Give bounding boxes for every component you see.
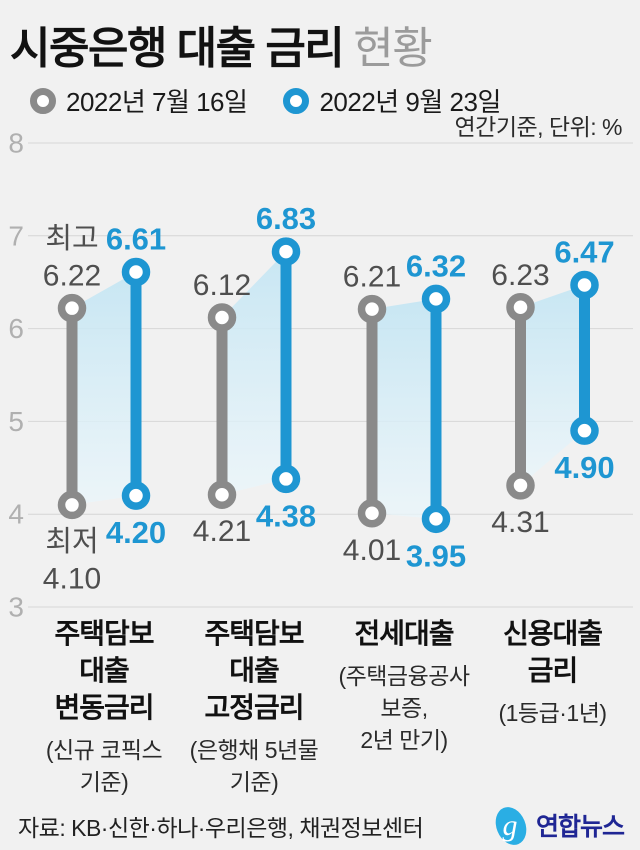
endpoint-ring [207,303,237,332]
endpoint-ring [506,471,535,500]
endpoint-ring [421,284,451,314]
category-note: (은행채 5년물 기준) [189,737,319,795]
category-note: (신규 코픽스 기준) [45,737,163,795]
category-column-0: 주택담보 대출 변동금리 (신규 코픽스 기준) [19,615,189,798]
value-sep23-low-2: 3.95 [406,538,466,573]
category-column-3: 신용대출 금리 (1등급·1년) [468,615,638,729]
range-band-2 [372,298,436,519]
annotation-low: 최저 [45,526,98,558]
unit-note: 연간기준, 단위: % [454,114,623,140]
category-name: 주택담보 대출 변동금리 [54,618,154,723]
category-labels: 주택담보 대출 변동금리 (신규 코픽스 기준) 주택담보 대출 고정금리 (은행채 5년물 기준… [0,615,640,810]
endpoint-ring [570,270,599,300]
legend-item-0: 2022년 7월 16일 [30,82,248,119]
value-sep23-high-1: 6.83 [256,201,316,236]
value-sep23-high-2: 6.32 [406,248,466,283]
legend: 2022년 7월 16일 2022년 9월 23일 [30,82,501,119]
legend-label: 2022년 7월 16일 [66,87,248,117]
range-band-0 [72,271,136,505]
endpoint-ring [207,480,237,509]
y-tick-5: 5 [8,406,24,437]
yonhap-logo-text: 연합뉴스 [535,813,625,841]
yonhap-logo: g 연합뉴스 [493,801,625,849]
legend-item-1: 2022년 9월 23일 [283,82,501,119]
value-sep23-high-0: 6.61 [106,221,166,256]
value-jul16-low-2: 4.01 [343,534,401,567]
endpoint-ring [421,504,451,534]
endpoint-ring [357,499,387,528]
y-tick-7: 7 [8,220,24,251]
svg-text:g: g [502,809,517,842]
page-title-main: 시중은행 대출 금리 [10,24,345,73]
value-sep23-low-1: 4.38 [256,498,316,533]
value-jul16-low-3: 4.31 [491,506,549,539]
y-tick-8: 8 [8,128,24,159]
endpoint-ring [570,416,599,445]
range-band-1 [222,251,286,495]
y-tick-6: 6 [8,313,24,344]
page-title-sub: 현황 [353,24,432,73]
endpoint-ring [121,257,151,287]
endpoint-ring [121,481,151,510]
category-name: 주택담보 대출 고정금리 [204,618,304,723]
legend-dot-icon [283,87,310,114]
category-column-1: 주택담보 대출 고정금리 (은행채 5년물 기준) [169,615,339,798]
legend-label: 2022년 9월 23일 [319,87,501,117]
range-band-3 [520,284,585,486]
value-jul16-low-0: 4.10 [43,562,101,595]
value-jul16-high-3: 6.23 [491,259,549,292]
annotation-high: 최고 [45,223,98,255]
value-jul16-high-1: 6.12 [193,269,251,302]
value-sep23-high-3: 6.47 [554,234,614,269]
value-jul16-low-1: 4.21 [193,515,251,548]
page-title: 시중은행 대출 금리 현황 [10,12,433,76]
endpoint-ring [357,294,387,324]
endpoint-ring [57,490,87,520]
category-note: (주택금융공사 보증, 2년 만기) [338,663,470,753]
value-jul16-high-0: 6.22 [43,260,101,293]
value-sep23-low-0: 4.20 [106,515,166,550]
legend-dot-icon [30,87,56,114]
endpoint-ring [271,464,301,494]
value-sep23-low-3: 4.90 [554,450,614,485]
endpoint-ring [57,293,87,323]
value-jul16-high-2: 6.21 [343,261,401,294]
category-column-2: 전세대출 (주택금융공사 보증, 2년 만기) [319,615,489,756]
endpoint-ring [271,237,301,266]
source-text: 자료: KB·신한·하나·우리은행, 채권정보센터 [18,815,424,841]
endpoint-ring [506,293,535,322]
category-note: (1등급·1년) [498,700,607,726]
category-name: 전세대출 [354,618,454,649]
category-name: 신용대출 금리 [502,618,603,686]
y-tick-4: 4 [8,499,24,530]
yonhap-logo-icon: g [495,807,527,845]
